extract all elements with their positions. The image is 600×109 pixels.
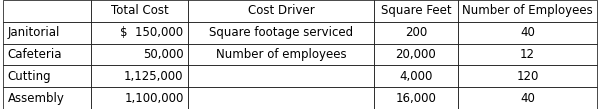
Bar	[458, 0, 597, 22]
Bar	[458, 87, 597, 109]
Bar	[374, 44, 458, 65]
Bar	[91, 65, 188, 87]
Bar	[458, 22, 597, 44]
Bar	[374, 22, 458, 44]
Bar	[91, 87, 188, 109]
Text: 1,125,000: 1,125,000	[124, 70, 184, 83]
Text: 40: 40	[520, 26, 535, 39]
Bar	[91, 44, 188, 65]
Text: $  150,000: $ 150,000	[121, 26, 184, 39]
Bar	[188, 0, 374, 22]
Text: 50,000: 50,000	[143, 48, 184, 61]
Text: 4,000: 4,000	[399, 70, 433, 83]
Text: 20,000: 20,000	[395, 48, 436, 61]
Bar	[91, 0, 188, 22]
Bar	[458, 65, 597, 87]
Bar	[91, 22, 188, 44]
Text: Total Cost: Total Cost	[111, 4, 169, 17]
Bar	[374, 87, 458, 109]
Bar	[188, 44, 374, 65]
Bar	[3, 22, 91, 44]
Bar	[3, 87, 91, 109]
Text: Square footage serviced: Square footage serviced	[209, 26, 353, 39]
Text: Janitorial: Janitorial	[8, 26, 60, 39]
Bar	[3, 65, 91, 87]
Bar	[458, 44, 597, 65]
Text: 200: 200	[405, 26, 427, 39]
Text: Number of employees: Number of employees	[216, 48, 346, 61]
Text: Square Feet: Square Feet	[380, 4, 451, 17]
Text: 40: 40	[520, 92, 535, 105]
Bar	[374, 0, 458, 22]
Text: Cafeteria: Cafeteria	[8, 48, 62, 61]
Bar	[3, 44, 91, 65]
Bar	[374, 65, 458, 87]
Bar	[188, 22, 374, 44]
Bar	[188, 65, 374, 87]
Text: Assembly: Assembly	[8, 92, 65, 105]
Text: Cutting: Cutting	[8, 70, 52, 83]
Bar	[3, 0, 91, 22]
Text: 12: 12	[520, 48, 535, 61]
Text: Number of Employees: Number of Employees	[462, 4, 593, 17]
Text: 1,100,000: 1,100,000	[124, 92, 184, 105]
Text: Cost Driver: Cost Driver	[248, 4, 314, 17]
Text: 120: 120	[517, 70, 539, 83]
Text: 16,000: 16,000	[395, 92, 436, 105]
Bar	[188, 87, 374, 109]
